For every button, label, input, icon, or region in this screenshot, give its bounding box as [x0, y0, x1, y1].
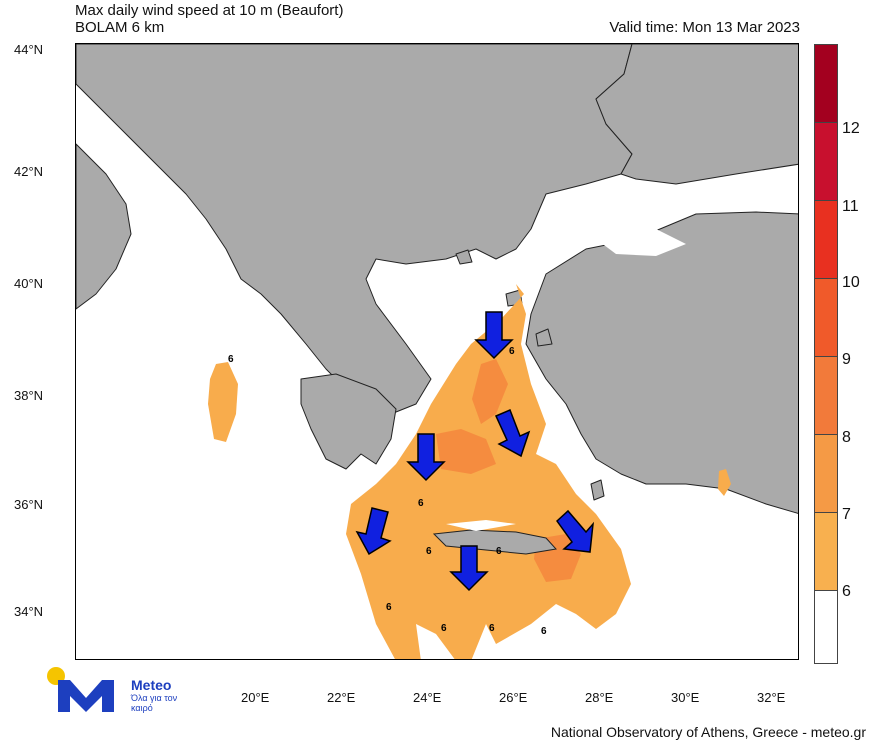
title-line-product: Max daily wind speed at 10 m (Beaufort) [75, 2, 344, 19]
colorbar-label: 8 [842, 429, 851, 446]
contour-label: 6 [228, 354, 234, 365]
wind-arrow-east-crete [556, 509, 594, 553]
contour-label: 6 [509, 346, 515, 357]
footer-credit: National Observatory of Athens, Greece -… [550, 724, 866, 740]
contour-label: 6 [426, 546, 432, 557]
lat-label: 40°N [14, 276, 44, 291]
map-title: Max daily wind speed at 10 m (Beaufort) … [75, 2, 343, 36]
land-italy [76, 143, 132, 310]
colorbar-segment [815, 45, 837, 123]
wind-arrow-dodecanese [494, 409, 531, 458]
contour-label: 6 [386, 602, 392, 613]
logo-name: Meteo [131, 677, 172, 693]
lon-label: 28°E [585, 690, 614, 705]
colorbar-segment [815, 279, 837, 357]
wind-area-ionian [208, 362, 238, 442]
colorbar-label: 11 [842, 198, 859, 215]
lat-label: 42°N [14, 164, 44, 179]
colorbar-segment [815, 591, 837, 663]
lat-label: 38°N [14, 388, 44, 403]
map-canvas: 6 6 6 6 6 6 6 6 6 [76, 44, 798, 659]
land-peloponnese [300, 373, 397, 470]
land-rhodes [590, 479, 605, 501]
colorbar-label: 6 [842, 583, 851, 600]
m-letter-icon [58, 680, 114, 712]
lon-label: 30°E [671, 690, 700, 705]
contour-label: 6 [489, 623, 495, 634]
colorbar-segment [815, 513, 837, 591]
colorbar-segment [815, 123, 837, 201]
valid-time: Valid time: Mon 13 Mar 2023 [609, 19, 800, 36]
colorbar-segment [815, 357, 837, 435]
lon-label: 22°E [327, 690, 356, 705]
title-line-model: BOLAM 6 km [75, 19, 165, 36]
contour-label: 6 [496, 546, 502, 557]
colorbar-label: 7 [842, 506, 851, 523]
wind-area-bft7-north [472, 359, 508, 424]
logo-tagline: Όλα για τον καιρό [131, 693, 178, 713]
contour-label: 6 [418, 498, 424, 509]
lon-label: 26°E [499, 690, 528, 705]
lon-label: 20°E [241, 690, 270, 705]
wind-arrow-central-aegean [406, 433, 446, 482]
lon-label: 24°E [413, 690, 442, 705]
meteo-logo[interactable] [44, 664, 194, 720]
lat-label: 36°N [14, 497, 44, 512]
lat-label: 44°N [14, 42, 44, 57]
colorbar [814, 44, 838, 664]
contour-label: 6 [541, 626, 547, 637]
map-panel[interactable]: 6 6 6 6 6 6 6 6 6 [75, 43, 799, 660]
wind-area-turkish-coast [718, 469, 731, 496]
colorbar-label: 9 [842, 351, 851, 368]
land-north-turkey [595, 44, 798, 185]
contour-label: 6 [441, 623, 447, 634]
land-turkey [525, 211, 798, 514]
lat-label: 34°N [14, 604, 44, 619]
wind-arrow-south-crete [449, 545, 489, 592]
colorbar-segment [815, 435, 837, 513]
wind-area-bft7-central [436, 429, 496, 474]
colorbar-label: 10 [842, 274, 860, 291]
wind-arrow-west-crete [355, 507, 392, 556]
colorbar-segment [815, 201, 837, 279]
wind-arrow-north-aegean [474, 311, 514, 360]
colorbar-label: 12 [842, 120, 860, 137]
lon-label: 32°E [757, 690, 786, 705]
